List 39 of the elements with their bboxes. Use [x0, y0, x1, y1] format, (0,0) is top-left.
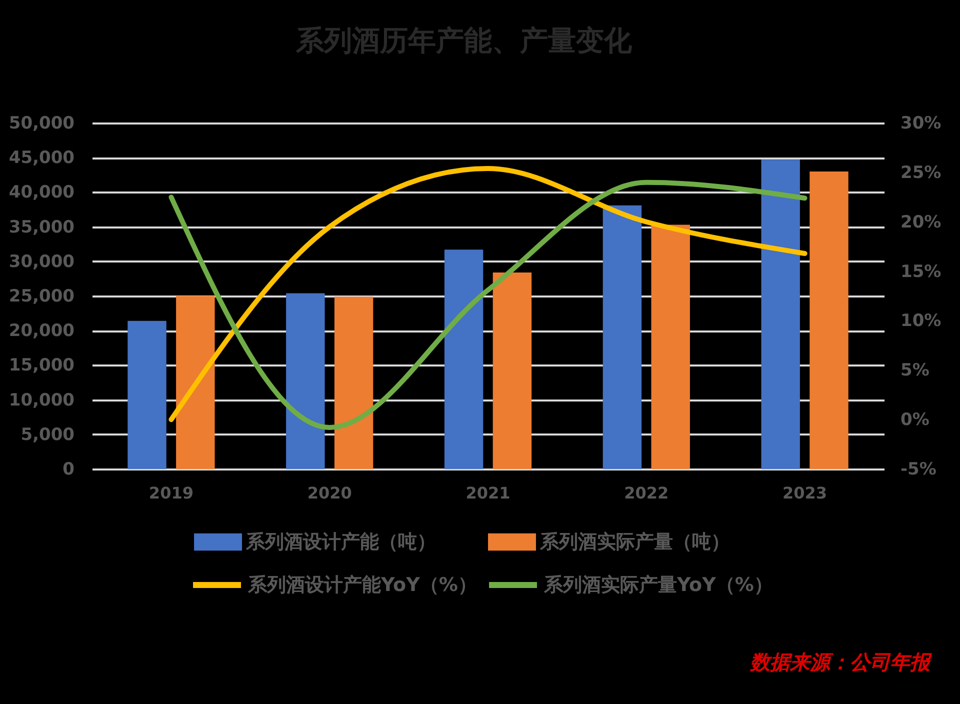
- y-tick-label: 15,000: [8, 356, 75, 376]
- bar: [651, 224, 690, 469]
- y-tick-label: 0: [62, 460, 75, 480]
- y-tick-label: 35,000: [8, 217, 75, 238]
- y-tick-label: 25,000: [8, 286, 75, 306]
- y2-tick-label: 0%: [900, 410, 930, 430]
- bar: [444, 250, 484, 469]
- bar: [286, 293, 325, 469]
- legend-label: 系列酒设计产能（吨）: [245, 531, 436, 553]
- bar: [128, 320, 166, 469]
- y-tick-label: 50,000: [8, 114, 75, 134]
- bar: [761, 160, 800, 469]
- y-tick-label: 20,000: [8, 321, 75, 342]
- y2-tick-label: 15%: [900, 262, 942, 282]
- x-tick-label: 2021: [466, 484, 510, 502]
- legend-label: 系列酒设计产能YoY（%）: [247, 574, 477, 596]
- legend-label: 系列酒实际产量（吨）: [539, 531, 730, 553]
- y-tick-label: 10,000: [8, 390, 75, 410]
- bar: [810, 171, 848, 469]
- y-tick-label: 45,000: [8, 148, 75, 168]
- y-tick-label: 5,000: [20, 424, 75, 445]
- y2-tick-label: 10%: [900, 311, 942, 332]
- y2-tick-label: -5%: [900, 460, 936, 480]
- y-tick-label: 30,000: [8, 252, 75, 272]
- x-tick-label: 2020: [307, 484, 352, 502]
- x-tick-label: 2022: [624, 484, 669, 502]
- bar: [334, 296, 374, 469]
- bar: [176, 296, 215, 469]
- y2-tick-label: 20%: [900, 212, 942, 232]
- x-tick-label: 2019: [148, 484, 194, 502]
- y-tick-label: 40,000: [8, 182, 75, 203]
- y2-tick-label: 25%: [900, 162, 942, 183]
- y2-tick-label: 5%: [900, 360, 930, 381]
- y2-tick-label: 30%: [900, 114, 942, 134]
- source-note: 数据来源：公司年报: [749, 650, 933, 674]
- bar: [492, 272, 532, 469]
- legend-label: 系列酒实际产量YoY（%）: [543, 574, 773, 596]
- bar: [602, 205, 642, 469]
- x-tick-label: 2023: [782, 484, 828, 502]
